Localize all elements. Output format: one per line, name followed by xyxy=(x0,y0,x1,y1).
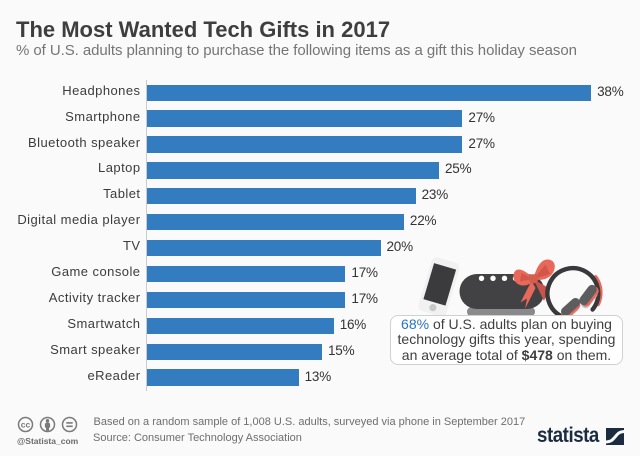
svg-text:cc: cc xyxy=(21,419,31,429)
